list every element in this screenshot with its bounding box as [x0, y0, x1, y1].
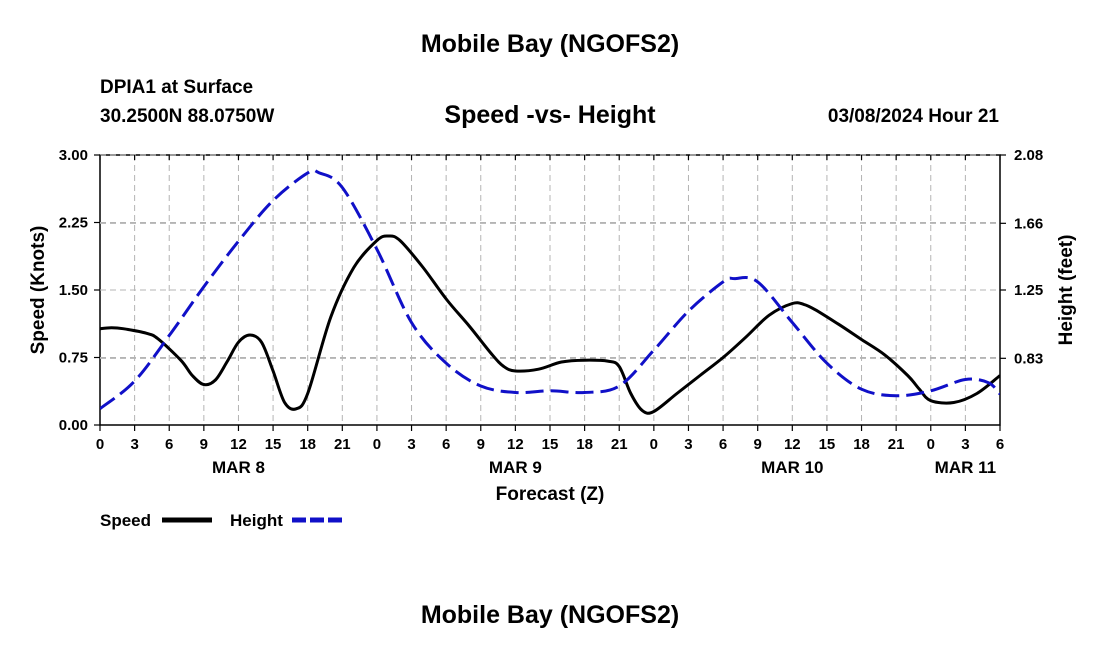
height-series-line: [100, 168, 1000, 410]
x-tick-label: 6: [442, 436, 450, 453]
date-label: MAR 11: [935, 458, 996, 477]
x-tick-label: 0: [373, 436, 381, 453]
x-tick-label: 18: [576, 436, 593, 453]
y-tick-label: 3.00: [59, 147, 88, 164]
x-tick-label: 6: [165, 436, 173, 453]
y2-tick-label: 1.25: [1014, 282, 1043, 299]
station-label: DPIA1 at Surface: [100, 77, 254, 98]
chart-title: Speed -vs- Height: [444, 101, 656, 129]
axis-ticks: 0 3 6 9 12 15 18 21 0 3 6 9 12 15 18 21 0 3 6 9 12 15 18 21 0 3 6M…: [59, 147, 1043, 477]
x-tick-label: 21: [334, 436, 351, 453]
series-group: [100, 168, 1000, 415]
legend-speed-label: Speed: [100, 511, 151, 530]
x-tick-label: 9: [200, 436, 208, 453]
date-label: MAR 10: [761, 458, 823, 477]
x-axis-label: Forecast (Z): [496, 484, 605, 505]
x-tick-label: 9: [477, 436, 485, 453]
footer-title: Mobile Bay (NGOFS2): [420, 601, 680, 629]
x-tick-label: 15: [542, 436, 559, 453]
page-title: Mobile Bay (NGOFS2): [420, 30, 680, 58]
station-coordinates: 30.2500N 88.0750W: [100, 106, 275, 127]
x-tick-label: 18: [853, 436, 870, 453]
date-label: MAR 8: [212, 458, 265, 477]
date-label: MAR 9: [489, 458, 542, 477]
y2-tick-label: 0.83: [1014, 350, 1043, 367]
x-tick-label: 15: [265, 436, 282, 453]
x-tick-label: 15: [819, 436, 836, 453]
y2-axis-label: Height (feet): [1056, 235, 1077, 346]
legend-height-label: Height: [230, 511, 283, 530]
x-tick-label: 3: [684, 436, 692, 453]
x-tick-label: 12: [230, 436, 247, 453]
speed-series-line: [100, 234, 1000, 415]
x-tick-label: 9: [754, 436, 762, 453]
chart-area: 0 3 6 9 12 15 18 21 0 3 6 9 12 15 18 21 0 3 6 9 12 15 18 21 0 3 6M…: [28, 147, 1077, 530]
y-tick-label: 0.75: [59, 350, 88, 367]
x-tick-label: 0: [927, 436, 935, 453]
y-tick-label: 1.50: [59, 282, 88, 299]
x-tick-label: 6: [996, 436, 1004, 453]
x-tick-label: 0: [96, 436, 104, 453]
x-tick-label: 3: [130, 436, 138, 453]
forecast-timestamp: 03/08/2024 Hour 21: [827, 106, 999, 127]
x-tick-label: 3: [961, 436, 969, 453]
x-tick-label: 21: [611, 436, 628, 453]
x-tick-label: 18: [299, 436, 316, 453]
x-tick-label: 3: [407, 436, 415, 453]
y-tick-label: 2.25: [59, 215, 88, 232]
y2-tick-label: 2.08: [1014, 147, 1043, 164]
y2-tick-label: 1.66: [1014, 215, 1043, 232]
x-tick-label: 21: [888, 436, 905, 453]
grid-lines: [100, 154, 1000, 425]
y-tick-label: 0.00: [59, 417, 88, 434]
x-tick-label: 12: [784, 436, 801, 453]
x-tick-label: 12: [507, 436, 524, 453]
x-tick-label: 6: [719, 436, 727, 453]
x-tick-label: 0: [650, 436, 658, 453]
y-axis-label: Speed (Knots): [28, 226, 49, 355]
